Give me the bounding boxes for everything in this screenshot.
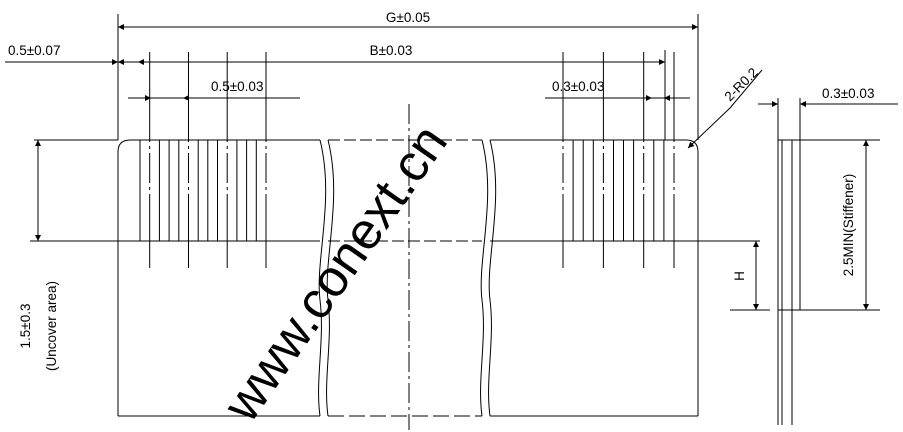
thickness-label: 0.3±0.03 — [822, 86, 874, 101]
radius-leader — [687, 69, 763, 149]
break-curve-1a — [318, 139, 327, 417]
break-curve-2a — [480, 139, 489, 417]
radius-label: 2-R0.2 — [722, 65, 761, 104]
left-lead-group — [139, 52, 267, 268]
break-curve-1b — [326, 139, 335, 417]
right-lead-group — [562, 52, 675, 268]
outline-top-left — [117, 139, 320, 153]
stiffener-label: 2.5MIN(Stiffener) — [841, 174, 856, 277]
h-label: H — [732, 271, 747, 281]
uncover-value-label: 1.5±0.3 — [18, 304, 33, 349]
uncover-area-label: (Uncover area) — [44, 281, 59, 371]
lead-width-dimension-label: 0.3±0.03 — [552, 79, 604, 94]
b-dimension-label: B±0.03 — [370, 43, 413, 58]
pitch-dimension-label: 0.5±0.03 — [211, 79, 263, 94]
g-dimension-label: G±0.05 — [386, 10, 430, 25]
outline-top-right — [490, 139, 699, 416]
edge-dimension-label: 0.5±0.07 — [8, 43, 60, 58]
break-curve-2b — [488, 139, 497, 417]
watermark-text: www.conext.cn — [212, 115, 459, 432]
side-stiffener — [778, 139, 801, 311]
